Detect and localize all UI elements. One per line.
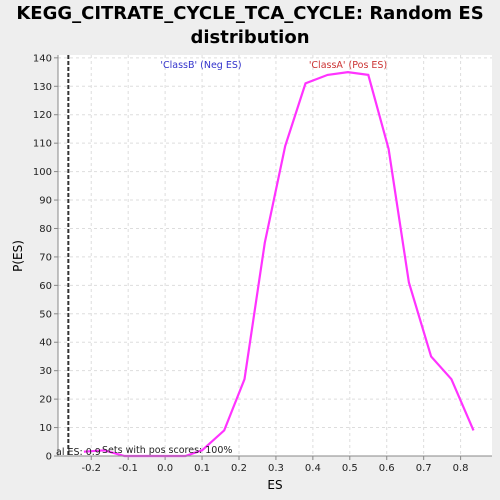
chart-title-line1: KEGG_CITRATE_CYCLE_TCA_CYCLE: Random ES bbox=[16, 3, 484, 24]
y-tick-label: 30 bbox=[39, 366, 52, 377]
y-tick-label: 60 bbox=[39, 281, 52, 292]
x-tick-label: 0.0 bbox=[157, 463, 173, 474]
x-tick-label: 0.6 bbox=[379, 463, 395, 474]
y-tick-label: 110 bbox=[33, 139, 52, 150]
x-tick-label: 0.8 bbox=[453, 463, 469, 474]
y-tick-label: 80 bbox=[39, 224, 52, 235]
x-axis-label: ES bbox=[267, 478, 282, 492]
y-tick-label: 90 bbox=[39, 196, 52, 207]
pos-scores-text: Sets with pos scores: 100% bbox=[102, 445, 232, 456]
x-tick-label: 0.4 bbox=[305, 463, 321, 474]
x-tick-label: -0.1 bbox=[118, 463, 138, 474]
y-tick-label: 70 bbox=[39, 252, 52, 263]
y-tick-label: 140 bbox=[33, 53, 52, 64]
y-tick-label: 10 bbox=[39, 423, 52, 434]
y-axis-label: P(ES) bbox=[11, 240, 25, 272]
x-tick-label: 0.3 bbox=[268, 463, 284, 474]
actual-es-text: al ES: 0.9 bbox=[56, 447, 101, 458]
neg-es-label: 'ClassB' (Neg ES) bbox=[160, 60, 241, 71]
y-tick-label: 20 bbox=[39, 395, 52, 406]
plot-area bbox=[58, 55, 492, 456]
chart-title-line2: distribution bbox=[190, 27, 310, 48]
y-tick-label: 130 bbox=[33, 82, 52, 93]
x-tick-label: 0.7 bbox=[416, 463, 432, 474]
x-tick-label: 0.1 bbox=[194, 463, 210, 474]
x-tick-label: 0.5 bbox=[342, 463, 358, 474]
y-axis-ticks: 0 10 20 30 40 50 60 70 80 90 100 110 120 130 140 bbox=[33, 53, 58, 463]
y-tick-label: 100 bbox=[33, 167, 52, 178]
y-tick-label: 0 bbox=[46, 452, 52, 463]
y-tick-label: 120 bbox=[33, 110, 52, 121]
y-tick-label: 50 bbox=[39, 309, 52, 320]
x-axis-ticks: -0.2 -0.1 0.0 0.1 0.2 0.3 0.4 0.5 0.6 0.7 0.8 bbox=[81, 456, 469, 474]
y-tick-label: 40 bbox=[39, 338, 52, 349]
grid-lines bbox=[58, 55, 492, 457]
pos-es-label: 'ClassA' (Pos ES) bbox=[309, 60, 387, 71]
chart-title: KEGG_CITRATE_CYCLE_TCA_CYCLE: Random ES … bbox=[0, 2, 500, 50]
x-tick-label: -0.2 bbox=[81, 463, 101, 474]
x-tick-label: 0.2 bbox=[231, 463, 247, 474]
